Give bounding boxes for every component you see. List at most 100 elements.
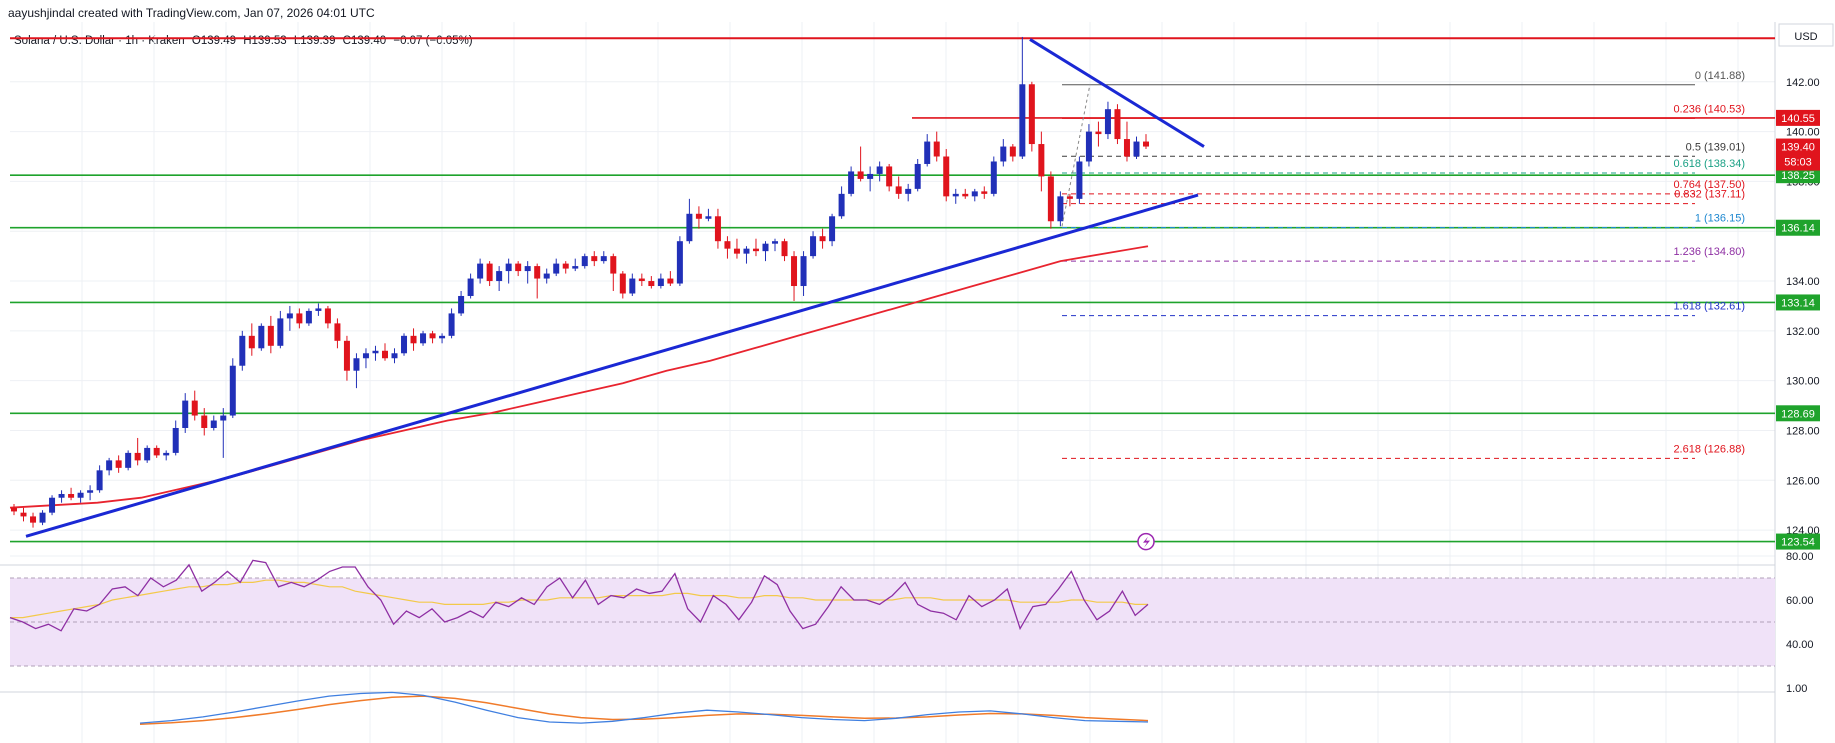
- fib-level-label: 0.5 (139.01): [1686, 141, 1745, 153]
- candle-body: [543, 273, 550, 279]
- candle-body: [20, 512, 27, 517]
- candle-body: [324, 308, 331, 324]
- candle-body: [943, 156, 950, 197]
- candle-body: [467, 278, 474, 296]
- fib-level-label: 1 (136.15): [1695, 212, 1745, 224]
- candle-body: [458, 295, 465, 314]
- candle-body: [981, 191, 988, 194]
- candle-body: [1114, 109, 1121, 140]
- candle-body: [448, 313, 455, 336]
- candle-body: [1019, 84, 1026, 157]
- price-tick-label: 142.00: [1786, 77, 1820, 89]
- candle-body: [600, 256, 607, 262]
- candle-body: [68, 493, 75, 498]
- candle-body: [990, 161, 997, 194]
- candle-body: [752, 248, 759, 252]
- candle-body: [277, 318, 284, 346]
- rsi-tick-label: 40.00: [1786, 639, 1814, 651]
- candle-body: [524, 266, 531, 272]
- support-price-tag-bg: [1776, 219, 1820, 236]
- candle-body: [572, 266, 579, 269]
- candle-body: [77, 492, 84, 498]
- candle-body: [477, 263, 484, 279]
- candle-body: [125, 452, 132, 468]
- candle-body: [248, 335, 255, 349]
- candle-body: [667, 278, 674, 284]
- fib-level-label: 0 (141.88): [1695, 70, 1745, 82]
- lightning-glyph: [1143, 536, 1150, 548]
- candle-body: [134, 452, 141, 461]
- candle-body: [11, 507, 17, 512]
- candle-body: [439, 335, 446, 339]
- candle-body: [848, 171, 855, 194]
- candle-body: [362, 353, 369, 359]
- candle-body: [144, 447, 151, 461]
- price-axis: USD142.00140.00138.00136.00134.00132.001…: [1776, 23, 1834, 695]
- fib-level-label: 0.764 (137.50): [1673, 179, 1745, 191]
- candle-body: [876, 166, 883, 174]
- macd-signal-line: [139, 695, 1149, 726]
- candle-body: [267, 325, 274, 346]
- candle-body: [867, 173, 874, 179]
- candle-body: [353, 358, 360, 371]
- candle-body: [429, 333, 436, 339]
- macd-line: [139, 691, 1149, 724]
- candle-body: [496, 271, 503, 282]
- candle-body: [686, 213, 693, 242]
- candle-body: [229, 365, 236, 416]
- price-tick-label: 132.00: [1786, 326, 1820, 338]
- candle-body: [296, 313, 303, 324]
- candles: [11, 36, 1149, 528]
- fib-level-label: 1.236 (134.80): [1673, 246, 1745, 258]
- fib-level-label: 0.832 (137.11): [1674, 189, 1745, 201]
- macd-tick-label: 1.00: [1786, 683, 1807, 695]
- candle-body: [39, 512, 46, 523]
- candle-body: [1123, 139, 1130, 157]
- candle-body: [705, 216, 712, 219]
- candle-body: [781, 241, 788, 257]
- candle-body: [1104, 109, 1111, 135]
- candle-body: [182, 400, 189, 428]
- support-price-tag: 123.54: [1781, 537, 1815, 549]
- candle-body: [343, 340, 350, 371]
- candle-body: [952, 193, 959, 197]
- candle-body: [971, 191, 978, 197]
- candle-body: [591, 256, 598, 262]
- candle-body: [106, 460, 113, 471]
- candle-body: [286, 313, 293, 319]
- currency-label: USD: [1794, 31, 1817, 43]
- candle-body: [372, 350, 379, 354]
- candle-body: [800, 256, 807, 287]
- candle-body: [562, 263, 569, 269]
- candle-body: [791, 256, 798, 287]
- candle-body: [1066, 196, 1073, 199]
- candle-body: [933, 141, 940, 157]
- candle-body: [1076, 161, 1083, 199]
- candle-body: [515, 263, 522, 272]
- candle-body: [638, 278, 645, 282]
- candle-body: [30, 516, 37, 523]
- candle-body: [58, 493, 65, 498]
- rsi-tick-label: 60.00: [1786, 595, 1814, 607]
- descending-trendline: [1029, 38, 1205, 148]
- candle-body: [695, 213, 702, 219]
- candle-body: [810, 236, 817, 257]
- candle-body: [96, 470, 103, 491]
- candle-body: [153, 447, 160, 456]
- candle-body: [905, 188, 912, 194]
- candle-body: [1047, 176, 1054, 222]
- price-tick-label: 126.00: [1786, 475, 1820, 487]
- support-price-tag: 128.69: [1781, 408, 1815, 420]
- candle-body: [553, 263, 560, 274]
- candle-body: [962, 193, 969, 197]
- support-price-tag-bg: [1776, 294, 1820, 311]
- candle-body: [210, 420, 217, 428]
- candle-body: [534, 266, 541, 279]
- candle-body: [657, 278, 664, 287]
- candle-body: [924, 141, 931, 164]
- candle-body: [486, 263, 493, 282]
- candle-body: [1095, 131, 1102, 135]
- candle-body: [239, 335, 246, 366]
